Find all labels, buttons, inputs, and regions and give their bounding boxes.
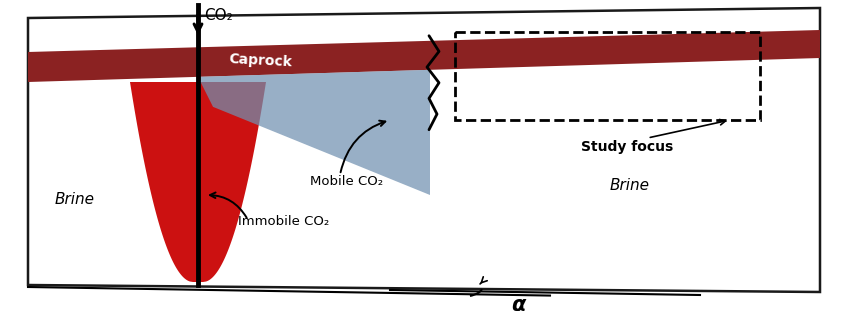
Polygon shape [198,70,430,195]
Text: Brine: Brine [610,177,650,192]
Text: Caprock: Caprock [228,52,292,69]
Polygon shape [28,30,820,82]
Polygon shape [28,8,820,292]
Text: CO₂: CO₂ [204,8,233,23]
Text: α: α [511,295,525,315]
Text: Brine: Brine [55,192,95,207]
Text: Mobile CO₂: Mobile CO₂ [310,175,383,188]
Text: Study focus: Study focus [581,140,674,154]
Polygon shape [130,82,266,282]
Text: Immobile CO₂: Immobile CO₂ [238,215,329,228]
